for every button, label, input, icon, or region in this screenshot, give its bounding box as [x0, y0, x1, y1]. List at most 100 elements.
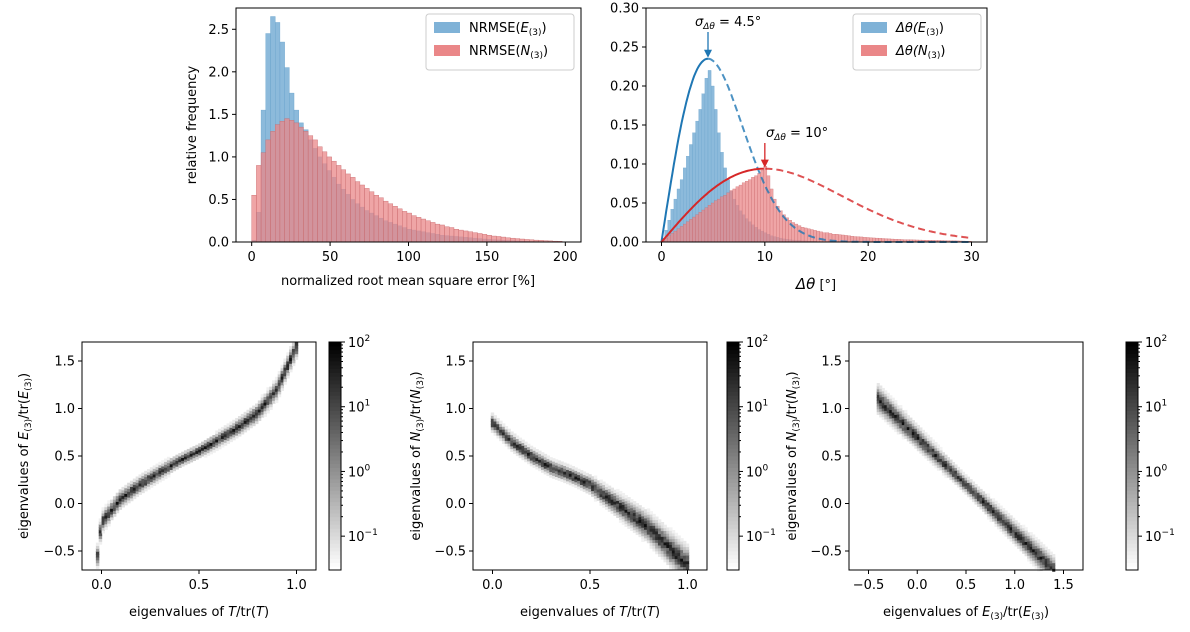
- colorbar-gradient-step: [727, 475, 739, 479]
- hist2d-cell: [987, 493, 990, 496]
- dtheta-bar-n3: [708, 205, 711, 242]
- nrmse-bar-n3: [454, 229, 459, 242]
- colorbar-tick-label: 102: [348, 334, 370, 351]
- colorbar-gradient-step: [1126, 475, 1138, 479]
- nrmse-bar-n3: [379, 198, 384, 242]
- colorbar-gradient-step: [1126, 494, 1138, 498]
- colorbar-tick-label: 101: [746, 399, 768, 416]
- colorbar-gradient-step: [329, 342, 341, 346]
- h3-xtick-label: 0.5: [956, 578, 977, 593]
- dtheta-bar-n3: [801, 227, 804, 242]
- dtheta-bar-n3: [786, 218, 789, 242]
- dtheta-ytick-label: 0.10: [610, 158, 639, 173]
- colorbar-gradient-step: [1126, 551, 1138, 555]
- dtheta-bar-n3: [668, 236, 671, 242]
- colorbar-gradient-step: [727, 555, 739, 559]
- dtheta-bar-n3: [724, 195, 727, 242]
- colorbar-gradient-step: [1126, 524, 1138, 528]
- sigma-arrowhead-e3: [704, 50, 712, 58]
- hist2d-cell: [686, 544, 689, 547]
- dtheta-ytick-label: 0.05: [610, 197, 639, 212]
- colorbar-gradient-step: [727, 505, 739, 509]
- colorbar-gradient-step: [329, 437, 341, 441]
- dtheta-bar-n3: [798, 226, 801, 242]
- nrmse-bar-n3: [346, 174, 351, 242]
- dtheta-bar-n3: [711, 203, 714, 242]
- colorbar-gradient-step: [329, 407, 341, 411]
- colorbar-gradient-step: [727, 353, 739, 357]
- nrmse-bar-n3: [426, 221, 431, 242]
- nrmse-bar-n3: [402, 211, 407, 242]
- colorbar-gradient-step: [329, 475, 341, 479]
- colorbar-gradient-step: [727, 369, 739, 373]
- colorbar-gradient-step: [1126, 369, 1138, 373]
- colorbar-gradient-step: [1126, 536, 1138, 540]
- colorbar-gradient-step: [1126, 380, 1138, 384]
- colorbar-gradient-step: [1126, 353, 1138, 357]
- colorbar-gradient-step: [329, 395, 341, 399]
- dtheta-annotation-n3: σΔθ = 10°: [761, 126, 828, 168]
- colorbar-gradient-step: [329, 350, 341, 354]
- h3-xtick-label: 1.5: [1053, 578, 1074, 593]
- dtheta-bar-n3: [680, 226, 683, 242]
- colorbar-tick-label: 101: [1145, 399, 1167, 416]
- colorbar-gradient-step: [727, 559, 739, 563]
- colorbar-gradient-step: [329, 483, 341, 487]
- colorbar-gradient-step: [727, 433, 739, 437]
- nrmse-legend-swatch-e3: [434, 22, 460, 33]
- colorbar-gradient-step: [727, 410, 739, 414]
- nrmse-ytick-label: 2.0: [208, 65, 229, 80]
- nrmse-bar-n3: [285, 119, 290, 242]
- colorbar-gradient-step: [727, 547, 739, 551]
- colorbar-gradient-step: [329, 429, 341, 433]
- hist2d-n3-vs-t-y-label: eigenvalues of N(3)/tr(N(3)): [409, 371, 426, 540]
- nrmse-bar-n3: [421, 219, 426, 242]
- hist2d-n3-vs-t-cells: [491, 412, 689, 570]
- colorbar-tick-label: 10−1: [1145, 528, 1175, 545]
- colorbar-gradient-step: [1126, 426, 1138, 430]
- nrmse-x-axis-label: normalized root mean square error [%]: [281, 274, 535, 289]
- colorbar-gradient-step: [1126, 513, 1138, 517]
- colorbar-gradient-step: [1126, 357, 1138, 361]
- colorbar-gradient-step: [329, 384, 341, 388]
- colorbar-gradient-step: [1126, 540, 1138, 544]
- colorbar-gradient-step: [329, 346, 341, 350]
- nrmse-bar-n3: [332, 161, 337, 242]
- dtheta-bar-n3: [764, 166, 767, 242]
- colorbar-gradient-step: [1126, 448, 1138, 452]
- colorbar-gradient-step: [1126, 505, 1138, 509]
- colorbar-gradient-step: [727, 452, 739, 456]
- colorbar-gradient-step: [727, 528, 739, 532]
- colorbar-gradient-step: [329, 490, 341, 494]
- colorbar-gradient-step: [727, 407, 739, 411]
- colorbar-gradient-step: [329, 445, 341, 449]
- colorbar-gradient-step: [329, 517, 341, 521]
- colorbar-gradient-step: [1126, 543, 1138, 547]
- dtheta-xtick-label: 30: [963, 250, 980, 265]
- nrmse-ytick-label: 1.0: [208, 150, 229, 165]
- hist2d-e3-vs-t-x-label: eigenvalues of T/tr(T): [129, 605, 269, 620]
- dtheta-bar-n3: [686, 222, 689, 242]
- colorbar-gradient-step: [1126, 517, 1138, 521]
- colorbar-gradient-step: [329, 410, 341, 414]
- nrmse-bar-n3: [449, 228, 454, 242]
- sigma-annotation-n3: σΔθ = 10°: [766, 126, 828, 143]
- dtheta-bar-n3: [717, 199, 720, 242]
- colorbar-gradient-step: [1126, 562, 1138, 566]
- colorbar-gradient-step: [1126, 498, 1138, 502]
- dtheta-bar-n3: [702, 210, 705, 242]
- dtheta-bar-n3: [730, 191, 733, 242]
- colorbar-gradient-step: [727, 391, 739, 395]
- nrmse-bar-n3: [303, 131, 308, 242]
- colorbar-gradient-step: [727, 426, 739, 430]
- colorbar-gradient-step: [727, 494, 739, 498]
- colorbar-gradient-step: [727, 380, 739, 384]
- dtheta-bar-n3: [860, 237, 863, 242]
- colorbar-gradient-step: [329, 448, 341, 452]
- colorbar-tick-label: 100: [348, 463, 371, 480]
- nrmse-bar-n3: [515, 239, 520, 242]
- colorbar-gradient-step: [727, 509, 739, 513]
- nrmse-xtick-label: 50: [322, 250, 339, 265]
